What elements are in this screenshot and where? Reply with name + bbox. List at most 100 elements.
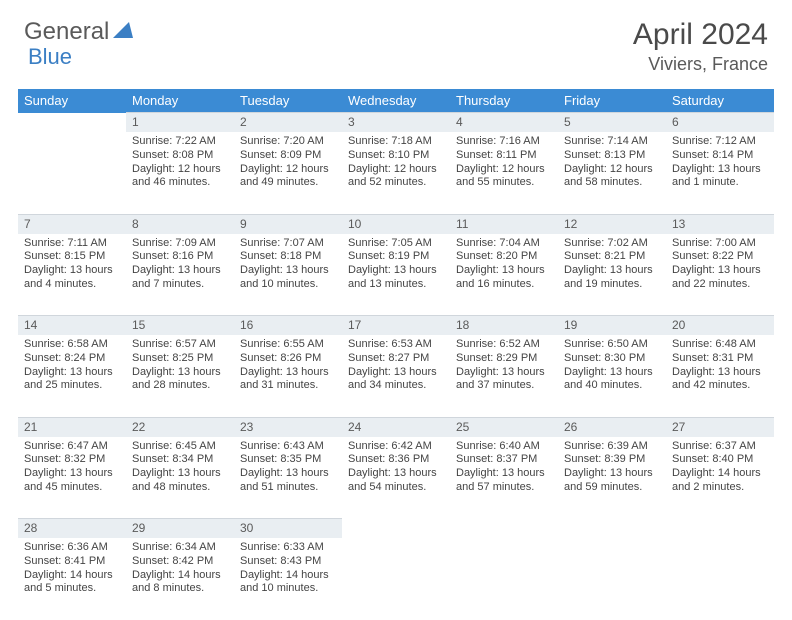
weekday-header: Wednesday [342, 89, 450, 113]
day-number: 6 [666, 113, 774, 133]
title-block: April 2024 Viviers, France [633, 18, 768, 75]
daylight-text: Daylight: 13 hours [24, 264, 120, 278]
day-number: 15 [126, 316, 234, 336]
day-content-row: Sunrise: 7:22 AMSunset: 8:08 PM Daylight:… [18, 132, 774, 214]
day-number [18, 113, 126, 133]
weekday-header: Monday [126, 89, 234, 113]
daynum-row: 78910111213 [18, 214, 774, 234]
day-number: 19 [558, 316, 666, 336]
sunset-text: Sunset: 8:29 PM [456, 352, 552, 366]
day-number: 8 [126, 214, 234, 234]
daylight-text2: and 7 minutes. [132, 278, 228, 292]
sunrise-text: Sunrise: 7:11 AM [24, 237, 120, 251]
sunset-text: Sunset: 8:24 PM [24, 352, 120, 366]
day-cell: Sunrise: 6:53 AMSunset: 8:27 PMDaylight:… [342, 335, 450, 417]
sunset-text: Sunset: 8:10 PM [348, 149, 444, 163]
day-cell: Sunrise: 6:43 AMSunset: 8:35 PMDaylight:… [234, 437, 342, 519]
day-number: 13 [666, 214, 774, 234]
sunrise-text: Sunrise: 7:09 AM [132, 237, 228, 251]
daylight-text2: and 51 minutes. [240, 481, 336, 495]
sunset-text: Sunset: 8:08 PM [132, 149, 228, 163]
daylight-text: Daylight: 12 hours [456, 163, 552, 177]
day-cell: Sunrise: 7:07 AMSunset: 8:18 PMDaylight:… [234, 234, 342, 316]
sunrise-text: Sunrise: 6:33 AM [240, 541, 336, 555]
daylight-text: Daylight: 13 hours [348, 264, 444, 278]
sunset-text: Sunset: 8:43 PM [240, 555, 336, 569]
day-number [666, 519, 774, 539]
sunset-text: Sunset: 8:21 PM [564, 250, 660, 264]
sunrise-text: Sunrise: 7:07 AM [240, 237, 336, 251]
daylight-text2: and 58 minutes. [564, 176, 660, 190]
day-cell: Sunrise: 7:22 AMSunset: 8:08 PMDaylight:… [126, 132, 234, 214]
sunrise-text: Sunrise: 6:34 AM [132, 541, 228, 555]
daylight-text: Daylight: 13 hours [564, 264, 660, 278]
daylight-text: Daylight: 13 hours [348, 467, 444, 481]
daylight-text2: and 13 minutes. [348, 278, 444, 292]
sunrise-text: Sunrise: 6:40 AM [456, 440, 552, 454]
sunrise-text: Sunrise: 7:22 AM [132, 135, 228, 149]
daylight-text2: and 54 minutes. [348, 481, 444, 495]
daylight-text: Daylight: 14 hours [672, 467, 768, 481]
calendar-table: Sunday Monday Tuesday Wednesday Thursday… [18, 89, 774, 620]
daynum-row: 21222324252627 [18, 417, 774, 437]
sunset-text: Sunset: 8:26 PM [240, 352, 336, 366]
sunset-text: Sunset: 8:27 PM [348, 352, 444, 366]
day-cell [666, 538, 774, 620]
day-cell: Sunrise: 6:57 AMSunset: 8:25 PMDaylight:… [126, 335, 234, 417]
weekday-header: Thursday [450, 89, 558, 113]
daylight-text: Daylight: 13 hours [24, 467, 120, 481]
daylight-text: Daylight: 13 hours [24, 366, 120, 380]
sunset-text: Sunset: 8:35 PM [240, 453, 336, 467]
day-number: 14 [18, 316, 126, 336]
sunset-text: Sunset: 8:11 PM [456, 149, 552, 163]
sunrise-text: Sunrise: 7:16 AM [456, 135, 552, 149]
day-number: 22 [126, 417, 234, 437]
daylight-text: Daylight: 13 hours [456, 366, 552, 380]
sunset-text: Sunset: 8:19 PM [348, 250, 444, 264]
daylight-text2: and 5 minutes. [24, 582, 120, 596]
sunrise-text: Sunrise: 7:05 AM [348, 237, 444, 251]
weekday-header: Saturday [666, 89, 774, 113]
day-number: 26 [558, 417, 666, 437]
day-cell: Sunrise: 6:34 AMSunset: 8:42 PMDaylight:… [126, 538, 234, 620]
day-cell: Sunrise: 6:55 AMSunset: 8:26 PMDaylight:… [234, 335, 342, 417]
day-number: 28 [18, 519, 126, 539]
daylight-text: Daylight: 14 hours [240, 569, 336, 583]
daylight-text2: and 28 minutes. [132, 379, 228, 393]
day-cell [558, 538, 666, 620]
brand-triangle-icon [113, 22, 133, 43]
sunrise-text: Sunrise: 6:58 AM [24, 338, 120, 352]
day-cell [342, 538, 450, 620]
sunrise-text: Sunrise: 7:04 AM [456, 237, 552, 251]
day-cell: Sunrise: 7:05 AMSunset: 8:19 PMDaylight:… [342, 234, 450, 316]
day-content-row: Sunrise: 6:47 AMSunset: 8:32 PMDaylight:… [18, 437, 774, 519]
day-number [342, 519, 450, 539]
sunset-text: Sunset: 8:37 PM [456, 453, 552, 467]
daylight-text2: and 34 minutes. [348, 379, 444, 393]
day-cell: Sunrise: 7:12 AMSunset: 8:14 PMDaylight:… [666, 132, 774, 214]
day-number: 30 [234, 519, 342, 539]
daylight-text: Daylight: 13 hours [132, 264, 228, 278]
daynum-row: 14151617181920 [18, 316, 774, 336]
sunset-text: Sunset: 8:14 PM [672, 149, 768, 163]
day-number: 18 [450, 316, 558, 336]
sunrise-text: Sunrise: 7:00 AM [672, 237, 768, 251]
daylight-text2: and 48 minutes. [132, 481, 228, 495]
daylight-text: Daylight: 14 hours [132, 569, 228, 583]
sunrise-text: Sunrise: 6:36 AM [24, 541, 120, 555]
day-cell: Sunrise: 7:20 AMSunset: 8:09 PMDaylight:… [234, 132, 342, 214]
day-cell: Sunrise: 7:18 AMSunset: 8:10 PMDaylight:… [342, 132, 450, 214]
sunset-text: Sunset: 8:32 PM [24, 453, 120, 467]
sunrise-text: Sunrise: 6:42 AM [348, 440, 444, 454]
daylight-text2: and 46 minutes. [132, 176, 228, 190]
day-cell: Sunrise: 7:16 AMSunset: 8:11 PMDaylight:… [450, 132, 558, 214]
sunrise-text: Sunrise: 6:47 AM [24, 440, 120, 454]
daylight-text: Daylight: 13 hours [672, 264, 768, 278]
daynum-row: 123456 [18, 113, 774, 133]
sunset-text: Sunset: 8:42 PM [132, 555, 228, 569]
daylight-text2: and 42 minutes. [672, 379, 768, 393]
daylight-text: Daylight: 12 hours [240, 163, 336, 177]
day-cell: Sunrise: 6:47 AMSunset: 8:32 PMDaylight:… [18, 437, 126, 519]
day-number: 10 [342, 214, 450, 234]
day-number: 5 [558, 113, 666, 133]
